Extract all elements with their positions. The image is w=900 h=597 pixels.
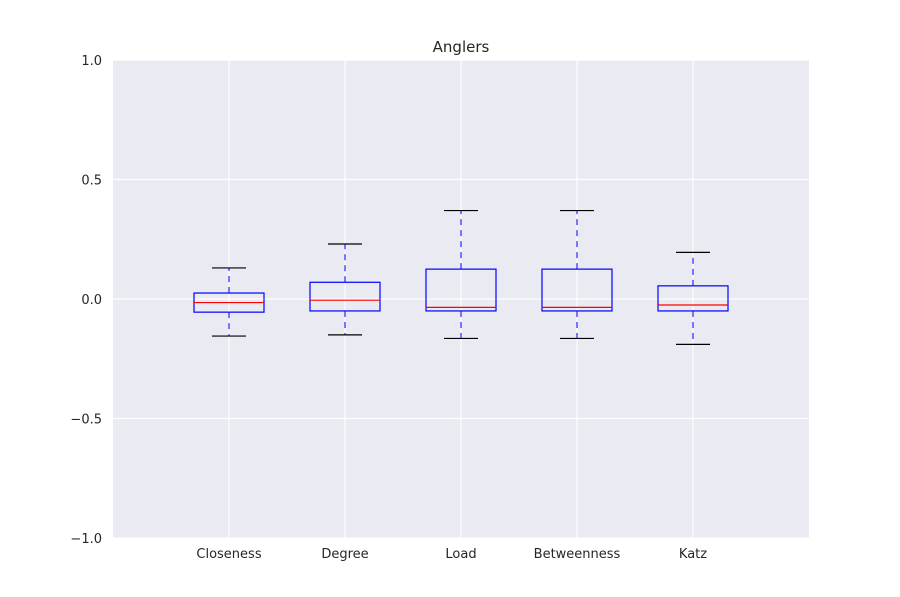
y-tick-label: 0.5 [81, 174, 102, 189]
y-axis: 1.0 0.5 0.0 −0.5 −1.0 [70, 54, 102, 547]
x-tick-label: Katz [679, 547, 707, 562]
chart-title: Anglers [433, 38, 490, 56]
x-tick-label: Betweenness [534, 547, 621, 562]
box-load [425, 209, 497, 340]
box-degree [309, 243, 381, 336]
x-tick-label: Load [445, 547, 476, 562]
box-series [193, 209, 729, 346]
x-tick-label: Closeness [196, 547, 261, 562]
box-closeness [193, 267, 265, 337]
box-betweenness [541, 209, 613, 340]
y-tick-label: −1.0 [70, 532, 102, 547]
iqr-box [541, 268, 613, 312]
y-tick-label: 0.0 [81, 293, 102, 308]
x-axis: Closeness Degree Load Betweenness Katz [196, 547, 707, 562]
iqr-box [657, 285, 729, 312]
iqr-box [425, 268, 497, 312]
iqr-box [309, 281, 381, 312]
x-tick-label: Degree [321, 547, 368, 562]
grid-lines [113, 59, 809, 539]
box-katz [657, 251, 729, 346]
y-tick-label: −0.5 [70, 413, 102, 428]
y-tick-label: 1.0 [81, 54, 102, 69]
